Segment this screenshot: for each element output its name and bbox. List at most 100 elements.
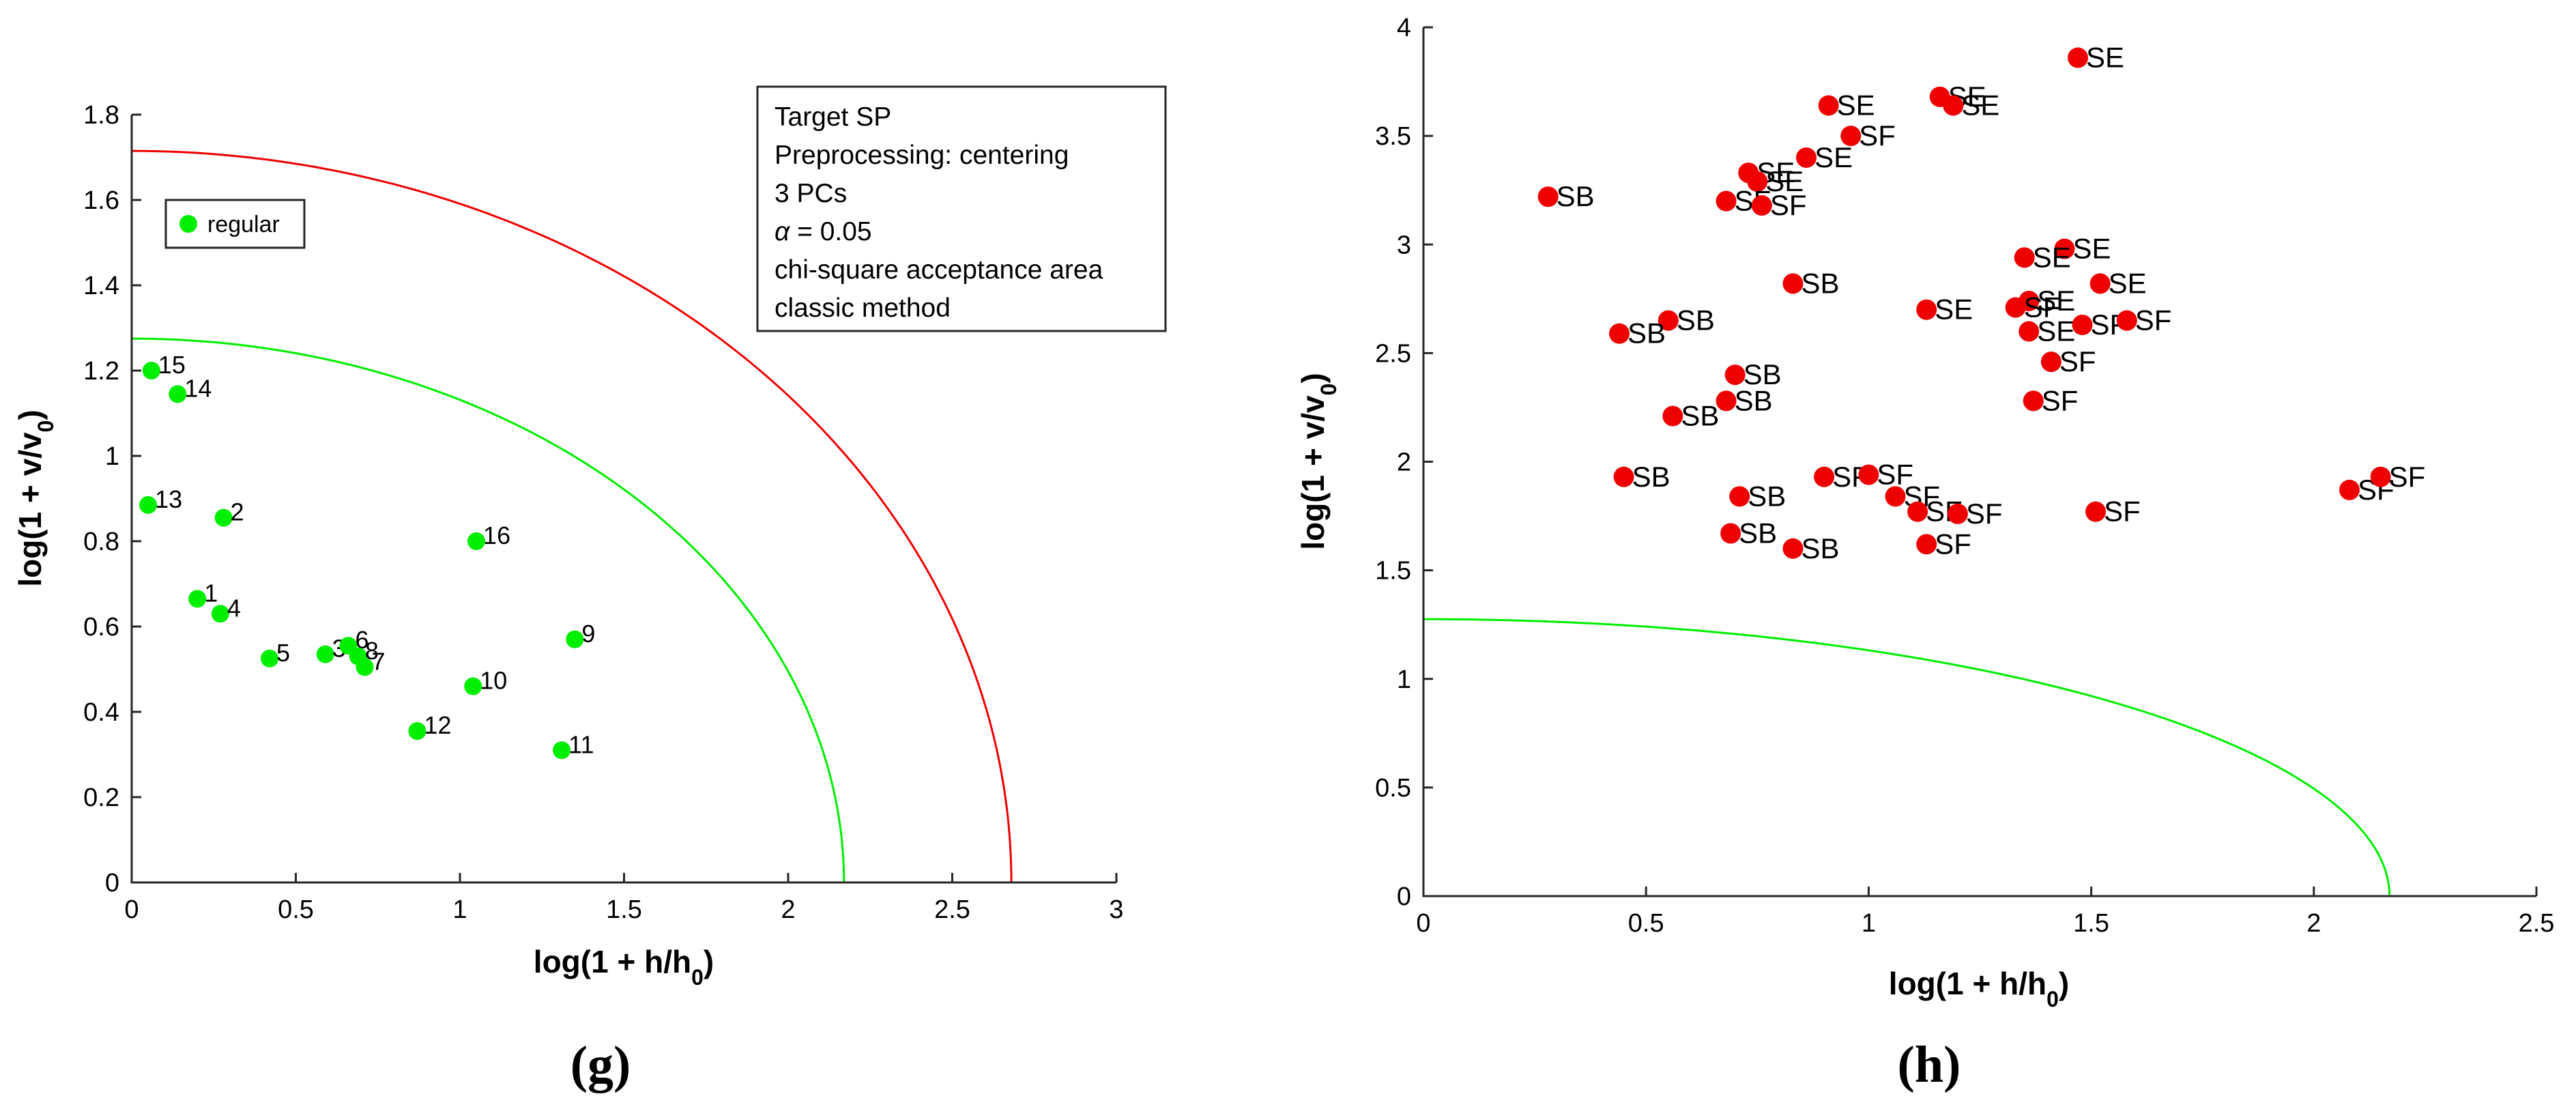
- x-tick-label: 1: [1862, 909, 1876, 938]
- x-tick-label: 3: [1109, 895, 1123, 924]
- data-point: [1613, 466, 1634, 487]
- data-point-label: 9: [581, 620, 595, 648]
- data-point: [1720, 523, 1741, 544]
- y-tick-label: 1.4: [83, 272, 119, 300]
- y-tick-label: 0: [1397, 882, 1411, 911]
- y-tick-label: 3.5: [1375, 122, 1411, 151]
- data-point-label: SB: [1632, 461, 1670, 493]
- info-line-alpha: α = 0.05: [775, 217, 872, 246]
- data-point-label: SB: [1627, 317, 1666, 349]
- data-point: [1916, 534, 1937, 555]
- caption-g: (g): [570, 1036, 631, 1093]
- data-point-label: SF: [2024, 291, 2061, 324]
- data-point: [2116, 310, 2137, 331]
- data-point: [1537, 186, 1559, 207]
- legend-marker: [179, 215, 197, 233]
- data-point: [349, 647, 367, 665]
- data-point-label: SE: [2086, 42, 2124, 74]
- data-point-label: SE: [2037, 315, 2075, 347]
- inner-boundary-curve: [131, 337, 845, 883]
- data-point: [1751, 195, 1772, 216]
- data-point: [2040, 351, 2061, 373]
- data-point: [188, 590, 207, 608]
- data-point: [2089, 273, 2111, 294]
- y-tick-label: 2: [1397, 448, 1411, 477]
- x-tick-label: 2: [781, 895, 795, 924]
- info-line-1: Target SP: [775, 102, 891, 132]
- info-line-4: chi-square acceptance area: [775, 255, 1103, 285]
- data-point: [211, 605, 229, 623]
- data-point-label: SF: [1935, 528, 1971, 560]
- info-line-3: 3 PCs: [775, 179, 847, 208]
- data-point-label: 16: [483, 521, 510, 549]
- legend-label: regular: [207, 212, 280, 238]
- y-tick-label: 4: [1397, 14, 1411, 42]
- data-point: [467, 532, 486, 550]
- data-point-label: 14: [184, 374, 212, 402]
- data-point-label: SF: [2389, 461, 2426, 493]
- data-point-label: 5: [276, 639, 290, 667]
- data-point: [2005, 297, 2026, 318]
- data-point-label: SE: [1765, 165, 1804, 197]
- data-point-label: SE: [2109, 268, 2147, 300]
- data-point: [261, 649, 279, 667]
- y-tick-label: 1: [105, 442, 119, 471]
- data-point: [1716, 390, 1737, 412]
- y-tick-label: 1.6: [83, 186, 119, 215]
- data-point: [1658, 310, 1679, 331]
- x-axis-label-h: log(1 + h/h0): [1889, 966, 2069, 1011]
- info-box: [756, 85, 1167, 332]
- data-point: [214, 508, 233, 527]
- caption-h: (h): [1898, 1036, 1961, 1093]
- info-line-5: classic method: [775, 293, 951, 323]
- data-point: [464, 677, 482, 695]
- info-box-g: Target SP Preprocessing: centering 3 PCs…: [756, 85, 1167, 332]
- data-point-label: SE: [1814, 141, 1853, 173]
- x-tick-label: 2.5: [934, 895, 970, 924]
- data-point: [2014, 247, 2035, 268]
- data-point-label: SB: [1735, 384, 1773, 416]
- outer-boundary-curve: [131, 149, 1013, 883]
- data-point-label: SF: [1966, 498, 2003, 530]
- info-line-2: Preprocessing: centering: [775, 141, 1069, 170]
- data-point-label: SB: [1801, 532, 1839, 564]
- data-point-label: 12: [424, 711, 451, 739]
- data-point-label: SB: [1739, 517, 1777, 549]
- data-point-label: 10: [480, 667, 507, 695]
- data-point-label: SB: [1557, 180, 1595, 212]
- data-point-label: SF: [2104, 495, 2141, 528]
- data-point: [2072, 315, 2093, 336]
- y-axis-label-h: log(1 + v/v0): [1295, 373, 1341, 549]
- y-tick-label: 1.5: [1375, 557, 1411, 586]
- y-tick-label: 0.5: [1375, 774, 1411, 803]
- x-tick-label: 0: [1416, 909, 1430, 938]
- y-tick-label: 2.5: [1375, 339, 1411, 368]
- y-tick-label: 0.2: [83, 783, 119, 812]
- y-tick-label: 0.4: [83, 698, 119, 727]
- data-point-label: 4: [227, 594, 241, 622]
- data-point: [1609, 323, 1630, 344]
- boundary-curves-g: [131, 149, 1013, 883]
- inner-boundary-curve: [1423, 618, 2391, 897]
- y-tick-label: 1.2: [83, 357, 119, 386]
- y-tick-label: 0.8: [83, 528, 119, 556]
- data-point-label: 13: [155, 485, 182, 513]
- ticks-g: 0 0.5 1 1.5 2 2.5 3 0 0.2 0.4 0.6 0.8 1 1.2 1.4 1.6 1.8: [83, 101, 1123, 924]
- data-point: [408, 722, 426, 741]
- data-point-label: SB: [1743, 358, 1782, 390]
- x-tick-label: 1.5: [606, 895, 642, 924]
- data-point: [169, 385, 187, 403]
- data-point: [1716, 190, 1737, 212]
- data-point-label: SE: [1935, 293, 1973, 326]
- y-axis-label-g: log(1 + v/v0): [12, 409, 58, 586]
- y-tick-label: 1: [1397, 665, 1411, 694]
- x-tick-label: 1.5: [2073, 909, 2109, 938]
- data-point-label: SB: [1748, 480, 1786, 512]
- y-tick-label: 0.6: [83, 613, 119, 642]
- data-point: [1662, 405, 1683, 427]
- data-point: [139, 495, 158, 514]
- alpha-symbol: α: [775, 217, 791, 246]
- data-point: [1947, 503, 1968, 524]
